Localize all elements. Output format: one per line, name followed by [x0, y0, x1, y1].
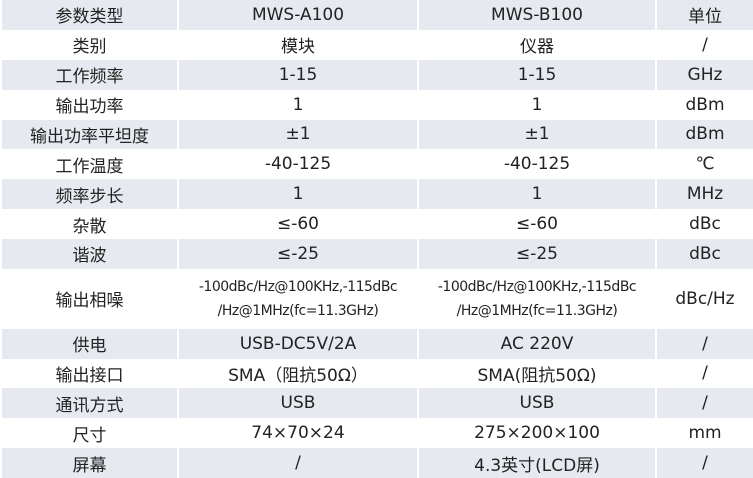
table-cell: mm: [655, 418, 753, 449]
table-row: 类别 模块 仪器 /: [0, 29, 753, 60]
table-cell: dBm: [655, 89, 753, 120]
table-cell: USB-DC5V/2A: [177, 328, 419, 359]
table-cell: dBc: [655, 209, 753, 239]
row-label: 工作温度: [0, 149, 179, 180]
row-label: 输出相噪: [0, 268, 179, 329]
table-cell: ±1: [417, 119, 657, 150]
row-label: 工作频率: [0, 59, 179, 90]
table-row: 参数类型 MWS-A100 MWS-B100 单位: [0, 0, 753, 30]
row-label: 类别: [0, 29, 179, 60]
table-cell: dBc/Hz: [655, 268, 753, 329]
table-row: 尺寸 74×70×24 275×200×100 mm: [0, 418, 753, 449]
table-row: 频率步长 1 1 MHz: [0, 179, 753, 210]
table-cell: /: [655, 358, 753, 389]
cell-line: /Hz@1MHz(fc=11.3GHz): [217, 302, 379, 319]
table-cell: ±1: [177, 119, 419, 150]
table-cell: dBc: [655, 239, 753, 269]
table-cell: 模块: [177, 29, 419, 60]
row-label: 输出功率: [0, 89, 179, 120]
table-row: 工作温度 -40-125 -40-125 ℃: [0, 149, 753, 180]
table-cell: 74×70×24: [177, 418, 419, 449]
table-row: 输出接口 SMA（阻抗50Ω） SMA(阻抗50Ω) /: [0, 358, 753, 389]
table-row: 供电 USB-DC5V/2A AC 220V /: [0, 328, 753, 359]
row-label: 输出功率平坦度: [0, 119, 179, 150]
row-label: 屏幕: [0, 448, 179, 478]
table-cell: -40-125: [417, 149, 657, 180]
table-cell: ℃: [655, 149, 753, 180]
table-cell: SMA（阻抗50Ω）: [177, 358, 419, 389]
table-row: 工作频率 1-15 1-15 GHz: [0, 59, 753, 90]
table-cell: 1: [417, 179, 657, 210]
table-cell: AC 220V: [417, 328, 657, 359]
table-cell: 1-15: [417, 59, 657, 90]
table-cell: 1-15: [177, 59, 419, 90]
row-label: 杂散: [0, 209, 179, 239]
table-cell: ≤-60: [417, 209, 657, 239]
table-row: 输出功率平坦度 ±1 ±1 dBm: [0, 119, 753, 150]
table-cell: GHz: [655, 59, 753, 90]
table-cell: ≤-60: [177, 209, 419, 239]
table-cell: /: [655, 388, 753, 419]
table-cell: -100dBc/Hz@100KHz,-115dBc/Hz@1MHz(fc=11.…: [417, 268, 657, 329]
table-cell: MWS-A100: [177, 0, 419, 30]
table-cell: MWS-B100: [417, 0, 657, 30]
row-label: 谐波: [0, 239, 179, 269]
row-label: 通讯方式: [0, 388, 179, 419]
cell-line: /Hz@1MHz(fc=11.3GHz): [456, 302, 618, 319]
row-label: 供电: [0, 328, 179, 359]
row-label: 输出接口: [0, 358, 179, 389]
table-cell: 1: [177, 89, 419, 120]
table-cell: 仪器: [417, 29, 657, 60]
row-label: 频率步长: [0, 179, 179, 210]
table-cell: 275×200×100: [417, 418, 657, 449]
table-cell: 1: [177, 179, 419, 210]
table-row: 输出相噪 -100dBc/Hz@100KHz,-115dBc/Hz@1MHz(fc…: [0, 268, 753, 329]
table-row: 屏幕/4.3英寸(LCD屏) /: [0, 448, 753, 478]
table-cell: USB: [417, 388, 657, 419]
table-cell: ≤-25: [177, 239, 419, 269]
table-cell: /: [177, 448, 419, 478]
row-label: 参数类型: [0, 0, 179, 30]
cell-line: -100dBc/Hz@100KHz,-115dBc: [198, 278, 398, 295]
table-cell: -100dBc/Hz@100KHz,-115dBc/Hz@1MHz(fc=11.…: [177, 268, 419, 329]
table-cell: ≤-25: [417, 239, 657, 269]
table-cell: 1: [417, 89, 657, 120]
table-row: 通讯方式 USB USB /: [0, 388, 753, 419]
table-row: 杂散 ≤-60 ≤-60 dBc: [0, 209, 753, 239]
table-cell: /: [655, 448, 753, 478]
table-cell: dBm: [655, 119, 753, 150]
table-row: 输出功率 1 1 dBm: [0, 89, 753, 120]
table-cell: USB: [177, 388, 419, 419]
table-row: 谐波 ≤-25 ≤-25 dBc: [0, 239, 753, 269]
table-cell: 单位: [655, 0, 753, 30]
table-cell: SMA(阻抗50Ω): [417, 358, 657, 389]
table-cell: /: [655, 29, 753, 60]
cell-line: -100dBc/Hz@100KHz,-115dBc: [437, 278, 637, 295]
table-cell: /: [655, 328, 753, 359]
table-cell: 4.3英寸(LCD屏): [417, 448, 657, 478]
table-cell: MHz: [655, 179, 753, 210]
table-cell: -40-125: [177, 149, 419, 180]
row-label: 尺寸: [0, 418, 179, 449]
